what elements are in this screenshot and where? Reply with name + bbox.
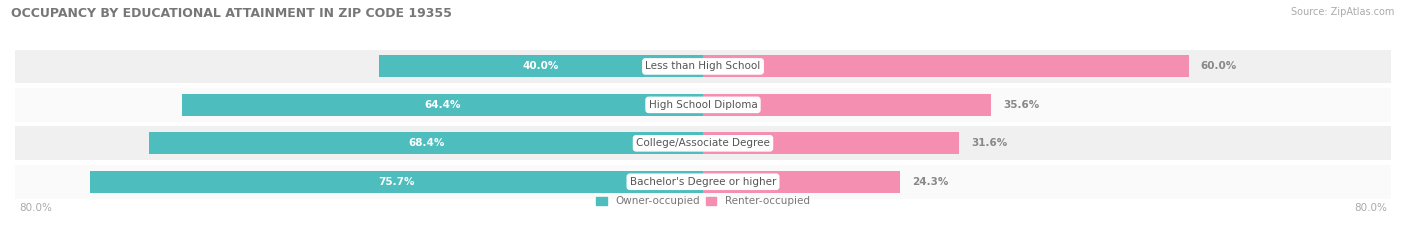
Bar bbox=[380, 55, 703, 77]
Bar bbox=[15, 127, 1391, 160]
Text: Source: ZipAtlas.com: Source: ZipAtlas.com bbox=[1291, 7, 1395, 17]
Bar bbox=[703, 94, 991, 116]
Text: Less than High School: Less than High School bbox=[645, 62, 761, 72]
Bar bbox=[181, 94, 703, 116]
Bar bbox=[90, 171, 703, 193]
Legend: Owner-occupied, Renter-occupied: Owner-occupied, Renter-occupied bbox=[592, 192, 814, 210]
Bar bbox=[15, 88, 1391, 122]
Text: 75.7%: 75.7% bbox=[378, 177, 415, 187]
Bar bbox=[703, 55, 1188, 77]
Bar bbox=[149, 132, 703, 154]
Text: 64.4%: 64.4% bbox=[425, 100, 461, 110]
Text: OCCUPANCY BY EDUCATIONAL ATTAINMENT IN ZIP CODE 19355: OCCUPANCY BY EDUCATIONAL ATTAINMENT IN Z… bbox=[11, 7, 453, 20]
Text: 80.0%: 80.0% bbox=[1354, 203, 1386, 213]
Text: 80.0%: 80.0% bbox=[20, 203, 52, 213]
Text: 60.0%: 60.0% bbox=[1201, 62, 1237, 72]
Text: Bachelor's Degree or higher: Bachelor's Degree or higher bbox=[630, 177, 776, 187]
Bar bbox=[15, 50, 1391, 83]
Text: 24.3%: 24.3% bbox=[912, 177, 948, 187]
Text: 35.6%: 35.6% bbox=[1004, 100, 1039, 110]
Bar bbox=[703, 132, 959, 154]
Bar bbox=[703, 171, 900, 193]
Text: 40.0%: 40.0% bbox=[523, 62, 560, 72]
Text: High School Diploma: High School Diploma bbox=[648, 100, 758, 110]
Text: College/Associate Degree: College/Associate Degree bbox=[636, 138, 770, 148]
Text: 31.6%: 31.6% bbox=[972, 138, 1007, 148]
Text: 68.4%: 68.4% bbox=[408, 138, 444, 148]
Bar bbox=[15, 165, 1391, 199]
